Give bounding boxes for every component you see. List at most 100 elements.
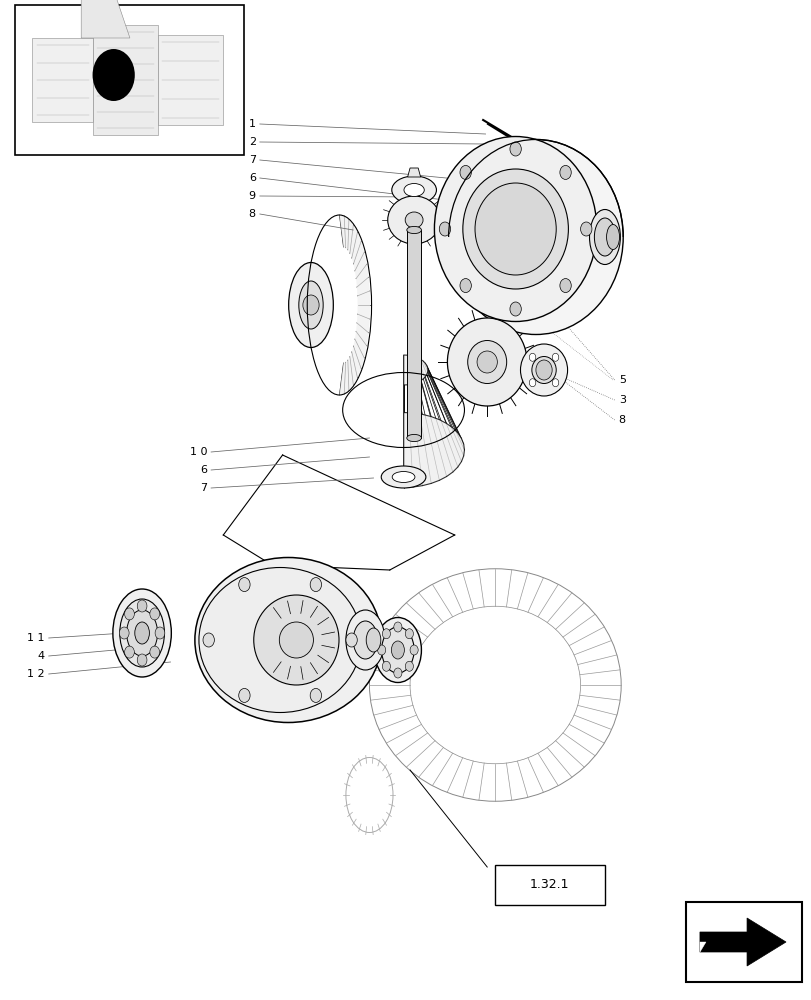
Circle shape <box>393 622 401 632</box>
Text: 4: 4 <box>37 651 45 661</box>
Circle shape <box>150 608 160 620</box>
Ellipse shape <box>392 472 414 483</box>
Polygon shape <box>32 38 93 122</box>
Ellipse shape <box>391 641 404 659</box>
Ellipse shape <box>405 212 423 228</box>
Circle shape <box>393 668 401 678</box>
Circle shape <box>560 165 571 179</box>
Circle shape <box>310 578 321 592</box>
Ellipse shape <box>298 281 323 329</box>
Circle shape <box>405 661 413 671</box>
Text: 6: 6 <box>200 465 207 475</box>
Ellipse shape <box>476 351 496 373</box>
Polygon shape <box>15 5 243 155</box>
Ellipse shape <box>345 610 384 670</box>
Circle shape <box>580 222 591 236</box>
Polygon shape <box>339 215 370 395</box>
Text: 1 1: 1 1 <box>27 633 45 643</box>
Ellipse shape <box>594 218 615 256</box>
Circle shape <box>560 279 571 293</box>
Text: 8: 8 <box>618 415 625 425</box>
Text: 7: 7 <box>200 483 207 493</box>
Circle shape <box>529 353 535 361</box>
Ellipse shape <box>467 340 506 383</box>
Text: 7: 7 <box>248 155 255 165</box>
Polygon shape <box>406 230 421 438</box>
Circle shape <box>535 360 551 380</box>
Ellipse shape <box>119 599 164 667</box>
Ellipse shape <box>113 589 171 677</box>
Circle shape <box>92 49 135 101</box>
Circle shape <box>137 600 147 612</box>
Ellipse shape <box>403 184 423 196</box>
Ellipse shape <box>374 617 421 682</box>
Text: 1 2: 1 2 <box>27 669 45 679</box>
Polygon shape <box>93 25 158 135</box>
Ellipse shape <box>531 357 556 383</box>
Polygon shape <box>699 942 706 952</box>
Ellipse shape <box>406 226 421 234</box>
Ellipse shape <box>289 262 333 348</box>
Polygon shape <box>495 865 604 905</box>
Circle shape <box>124 646 134 658</box>
Text: 8: 8 <box>248 209 255 219</box>
Circle shape <box>551 353 558 361</box>
Polygon shape <box>685 902 801 982</box>
Circle shape <box>119 627 129 639</box>
Circle shape <box>238 578 250 592</box>
Circle shape <box>137 654 147 666</box>
Ellipse shape <box>366 628 380 652</box>
Ellipse shape <box>253 595 338 685</box>
Ellipse shape <box>195 558 381 722</box>
Ellipse shape <box>353 621 377 659</box>
Ellipse shape <box>279 622 313 658</box>
Text: 1.32.1: 1.32.1 <box>530 879 569 892</box>
Text: 3: 3 <box>618 395 625 405</box>
Circle shape <box>382 629 390 639</box>
Ellipse shape <box>447 318 526 406</box>
Circle shape <box>382 661 390 671</box>
Circle shape <box>509 302 521 316</box>
Text: 1 0: 1 0 <box>189 447 207 457</box>
Circle shape <box>303 295 319 315</box>
Ellipse shape <box>199 568 361 712</box>
Circle shape <box>124 608 134 620</box>
Circle shape <box>459 165 470 179</box>
Circle shape <box>345 633 357 647</box>
Circle shape <box>150 646 160 658</box>
Ellipse shape <box>462 169 568 289</box>
Ellipse shape <box>127 610 157 656</box>
Ellipse shape <box>448 139 623 334</box>
Circle shape <box>459 279 470 293</box>
Ellipse shape <box>135 622 149 644</box>
Ellipse shape <box>381 466 425 488</box>
Ellipse shape <box>474 183 556 275</box>
Circle shape <box>405 629 413 639</box>
Circle shape <box>410 645 418 655</box>
Polygon shape <box>158 35 223 125</box>
Circle shape <box>551 379 558 387</box>
Circle shape <box>155 627 165 639</box>
Circle shape <box>509 142 521 156</box>
Ellipse shape <box>520 344 567 396</box>
Ellipse shape <box>388 196 440 244</box>
Circle shape <box>529 379 535 387</box>
Circle shape <box>310 688 321 702</box>
Text: 2: 2 <box>248 137 255 147</box>
Circle shape <box>203 633 214 647</box>
Ellipse shape <box>606 225 619 249</box>
Polygon shape <box>407 168 420 177</box>
Ellipse shape <box>406 434 421 442</box>
Text: 6: 6 <box>248 173 255 183</box>
Text: 9: 9 <box>248 191 255 201</box>
Polygon shape <box>81 0 130 38</box>
Circle shape <box>238 688 250 702</box>
Polygon shape <box>699 918 785 966</box>
Text: 1: 1 <box>248 119 255 129</box>
Ellipse shape <box>589 210 620 264</box>
Circle shape <box>439 222 450 236</box>
Polygon shape <box>403 355 464 488</box>
Text: 5: 5 <box>618 375 625 385</box>
Ellipse shape <box>381 627 414 673</box>
Ellipse shape <box>391 176 436 204</box>
